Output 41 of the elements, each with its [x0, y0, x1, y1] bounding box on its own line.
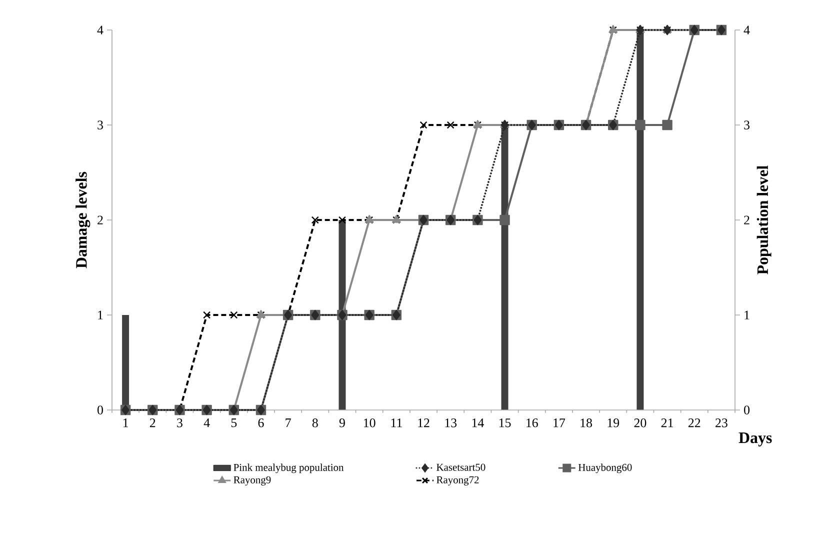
y2-axis-title: Population level	[756, 166, 772, 274]
x-tick-label: 3	[177, 418, 182, 428]
legend-label: Huaybong60	[578, 464, 632, 474]
y-tick-label: 3	[98, 120, 103, 130]
x-tick-label: 15	[499, 418, 511, 428]
legend-label: Rayong9	[234, 476, 271, 486]
x-tick-label: 19	[608, 418, 620, 428]
x-tick-label: 10	[364, 418, 376, 428]
x-tick-label: 6	[258, 418, 264, 428]
y2-tick-label: 0	[744, 406, 750, 414]
x-tick-label: 4	[204, 418, 210, 428]
x-tick-label: 21	[661, 418, 673, 428]
x-tick-label: 12	[418, 418, 430, 428]
y2-tick-label: 3	[744, 120, 750, 130]
x-tick-label: 11	[391, 418, 402, 428]
x-tick-label: 14	[472, 418, 484, 428]
x-tick-label: 23	[716, 418, 728, 428]
y-axis-title: Damage levels	[76, 172, 90, 268]
x-tick-label: 1	[123, 418, 128, 428]
y-tick-label: 1	[98, 310, 103, 320]
y-tick-label: 0	[98, 406, 103, 414]
y2-tick-label: 1	[744, 310, 750, 320]
legend-label: Rayong72	[436, 476, 479, 486]
x-tick-label: 22	[688, 418, 700, 428]
x-tick-label: 20	[634, 418, 646, 428]
legend-label: Kasetsart50	[436, 464, 486, 471]
x-tick-label: 13	[445, 418, 457, 428]
y2-tick-label: 2	[744, 216, 750, 224]
x-tick-label: 18	[580, 418, 592, 428]
y-tick-label: 2	[98, 216, 103, 224]
x-tick-label: 9	[339, 418, 345, 428]
x-tick-label: 2	[150, 418, 156, 428]
x-tick-label: 16	[526, 418, 538, 428]
x-tick-label: 17	[554, 418, 566, 428]
y2-tick-label: 4	[744, 26, 750, 34]
x-axis-title: Days	[738, 432, 772, 446]
x-tick-label: 8	[312, 418, 318, 428]
legend-label: Pink mealybug population	[234, 464, 344, 474]
x-tick-label: 7	[286, 418, 291, 427]
x-tick-label: 5	[231, 418, 237, 428]
y-tick-label: 4	[97, 26, 104, 34]
